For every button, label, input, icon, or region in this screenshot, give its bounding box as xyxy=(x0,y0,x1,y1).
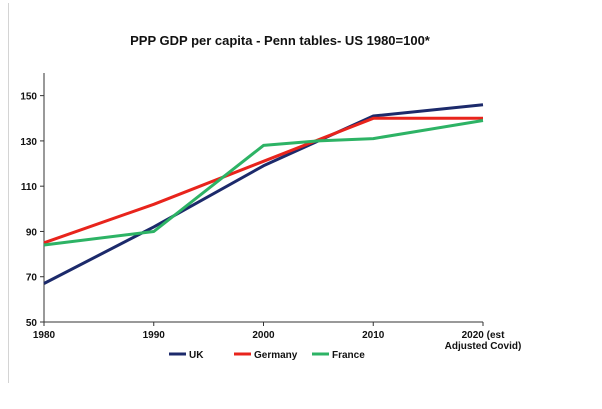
x-tick-label-line: 1990 xyxy=(143,330,166,341)
y-tick-label: 130 xyxy=(20,137,37,148)
y-tick-label: 50 xyxy=(26,318,38,329)
series-line-germany xyxy=(43,116,483,245)
y-tick-label: 90 xyxy=(26,227,38,238)
series-line-uk xyxy=(43,103,484,285)
left-frame-rule xyxy=(8,3,9,383)
x-tick-label: 2020 (est Adjusted Covid) xyxy=(445,330,522,352)
x-tick-label-line: 2020 (est xyxy=(462,330,505,341)
x-tick-label-line: 2010 xyxy=(362,330,385,341)
y-axis-ticks: 50 70 90 110 130 150 xyxy=(20,92,44,329)
legend-label-france: France xyxy=(332,350,365,361)
x-axis-ticks: 1980 1990 2000 2010 2020 (est Adjusted Covid) xyxy=(33,322,521,352)
y-tick-label: 70 xyxy=(26,273,38,284)
x-tick-label: 1980 xyxy=(33,330,56,341)
y-tick-label: 150 xyxy=(20,92,37,103)
series-lines xyxy=(43,103,484,285)
chart-legend: UK Germany France xyxy=(169,350,365,361)
x-tick-label: 2000 xyxy=(252,330,275,341)
x-tick-label: 1990 xyxy=(143,330,166,341)
x-tick-label-line: 1980 xyxy=(33,330,56,341)
x-tick-label: 2010 xyxy=(362,330,385,341)
chart-title: PPP GDP per capita - Penn tables- US 198… xyxy=(130,33,431,48)
legend-label-uk: UK xyxy=(189,350,204,361)
series-line-france xyxy=(43,119,484,247)
legend-label-germany: Germany xyxy=(254,350,298,361)
y-tick-label: 110 xyxy=(21,182,38,193)
x-tick-label-line: 2000 xyxy=(252,330,275,341)
x-tick-label-line: Adjusted Covid) xyxy=(445,341,522,352)
